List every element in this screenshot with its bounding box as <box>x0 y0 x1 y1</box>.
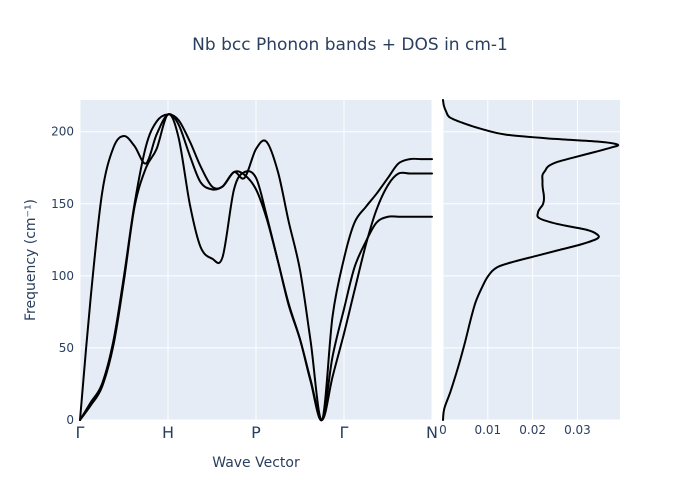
x-tick-label: P <box>251 423 261 442</box>
dos-layer <box>442 99 620 421</box>
y-tick-label: 150 <box>51 197 74 211</box>
x-tick-label: Γ <box>76 423 85 442</box>
x-axis-title: Wave Vector <box>212 455 300 471</box>
x-tick-label: N <box>426 423 438 442</box>
y-tick-label: 50 <box>59 341 74 355</box>
band-line-3 <box>79 113 433 422</box>
dos-x-tick-label: 0.01 <box>474 423 501 437</box>
x-tick-label: H <box>162 423 174 442</box>
dos-line <box>442 99 620 421</box>
y-tick-label: 0 <box>66 413 74 427</box>
x-tick-label: Γ <box>340 423 349 442</box>
chart-title: Nb bcc Phonon bands + DOS in cm-1 <box>192 35 508 55</box>
bands-layer <box>79 113 433 422</box>
dos-x-tick-label: 0 <box>439 423 447 437</box>
y-tick-label: 100 <box>51 269 74 283</box>
y-axis-title: Frequency (cm⁻¹) <box>23 199 39 321</box>
grid-layer <box>79 100 620 421</box>
dos-x-tick-label: 0.02 <box>519 423 546 437</box>
y-tick-label: 200 <box>51 125 74 139</box>
band-line-1 <box>79 113 433 422</box>
dos-x-tick-label: 0.03 <box>564 423 591 437</box>
dos-plot-background <box>443 100 620 420</box>
